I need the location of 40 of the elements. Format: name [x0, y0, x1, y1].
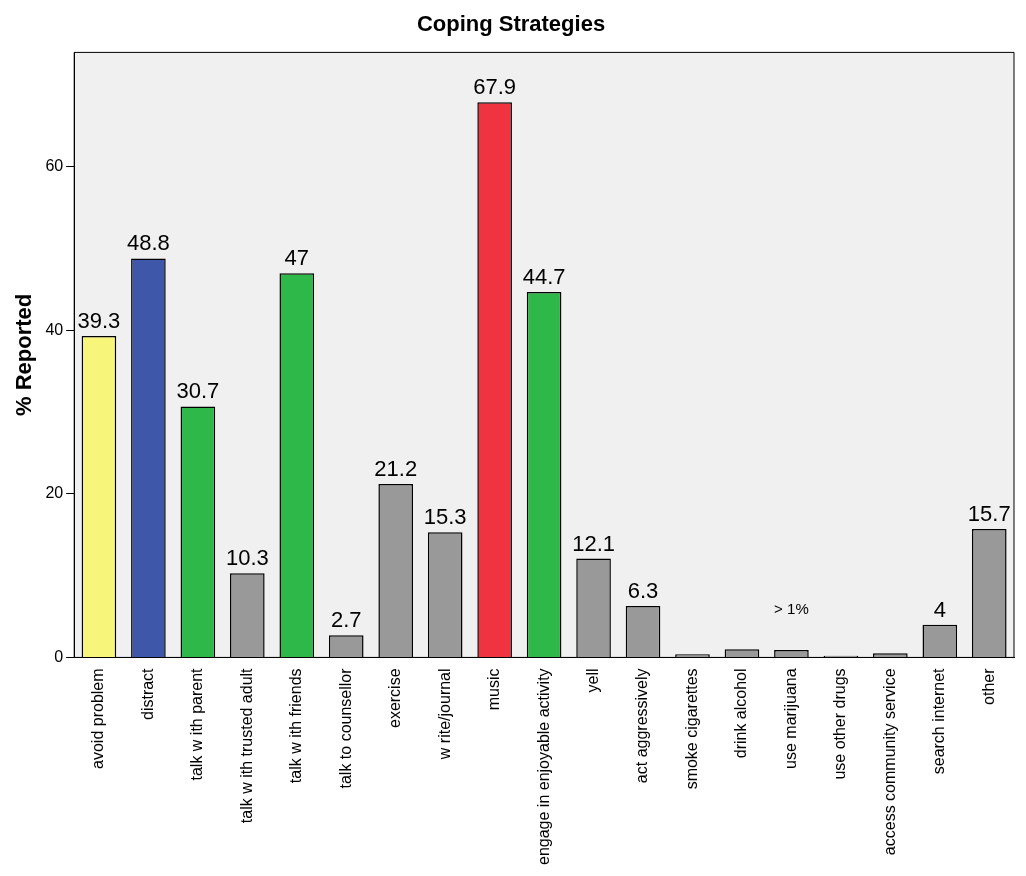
y-tick-label: 20: [45, 484, 64, 502]
x-tick-label: distract: [138, 667, 156, 720]
x-tick-label: yell: [583, 668, 601, 693]
x-tick-label: engage in enjoyable activity: [534, 668, 552, 865]
x-tick-label: music: [485, 668, 503, 711]
data-label: 12.1: [572, 530, 615, 556]
y-tick-label: 0: [54, 647, 64, 665]
x-tick-label: use marijuana: [781, 668, 799, 769]
x-tick-label: search internet: [930, 667, 948, 775]
x-tick-label: talk w ith trusted adult: [237, 667, 255, 824]
y-tick-label: 40: [45, 320, 64, 338]
y-tick-label: 60: [45, 157, 64, 175]
data-label: 4: [933, 596, 946, 622]
chart-title: Coping Strategies: [416, 11, 606, 37]
data-label: 15.3: [423, 504, 467, 530]
data-label: 47: [284, 245, 310, 271]
x-tick-label: other: [979, 667, 997, 705]
x-tick-label: w rite/journal: [435, 668, 453, 761]
x-tick-label: use other drugs: [831, 668, 849, 780]
data-label: 2.7: [330, 607, 362, 633]
data-label: 39.3: [77, 308, 121, 334]
annotation: > 1%: [774, 600, 809, 618]
x-tick-label: drink alcohol: [732, 668, 750, 759]
x-tick-label: act aggressively: [633, 668, 651, 784]
data-label: 67.9: [473, 74, 517, 100]
data-label: 21.2: [374, 456, 418, 482]
y-axis-title: % Reported: [11, 293, 37, 417]
data-label: 44.7: [522, 264, 566, 290]
data-label: 30.7: [176, 378, 220, 404]
data-label: 6.3: [627, 577, 659, 603]
x-tick-label: talk to counsellor: [336, 667, 354, 789]
x-tick-label: talk w ith parent: [188, 667, 206, 781]
x-tick-label: talk w ith friends: [287, 668, 305, 784]
data-label: 15.7: [967, 501, 1011, 527]
x-tick-label: avoid problem: [89, 668, 107, 769]
x-tick-label: exercise: [386, 668, 404, 728]
data-label: 48.8: [126, 230, 170, 256]
data-label: 10.3: [225, 545, 269, 571]
x-tick-label: smoke cigarettes: [682, 668, 700, 790]
x-tick-label: access community service: [880, 668, 898, 856]
